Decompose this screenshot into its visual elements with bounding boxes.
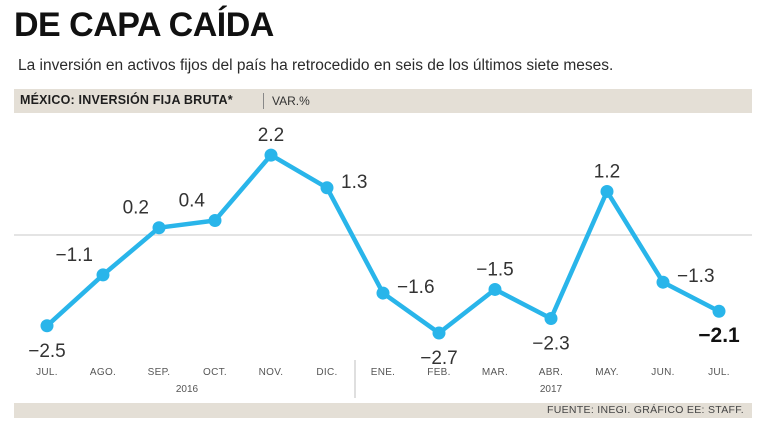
data-point: [600, 184, 614, 198]
source-note: FUENTE: INEGI. GRÁFICO EE: STAFF.: [547, 404, 744, 416]
data-point: [320, 181, 334, 195]
data-point: [264, 148, 278, 162]
data-point: [152, 221, 166, 235]
value-label: −1.1: [55, 245, 93, 266]
year-label: 2017: [540, 384, 563, 395]
x-tick-label: OCT.: [203, 367, 227, 378]
value-label: −2.5: [28, 341, 66, 362]
x-tick-label: JUN.: [651, 367, 674, 378]
x-tick-label: FEB.: [427, 367, 450, 378]
x-tick-label: MAR.: [482, 367, 508, 378]
data-point: [544, 311, 558, 325]
value-label: 1.2: [594, 161, 620, 182]
x-tick-label: DIC.: [316, 367, 337, 378]
value-label-last: −2.1: [698, 324, 740, 347]
data-point: [376, 286, 390, 300]
value-label: 1.3: [341, 172, 367, 193]
x-tick-label: JUL.: [36, 367, 58, 378]
value-label: 0.4: [179, 190, 206, 211]
data-point: [96, 268, 110, 282]
series-label: MÉXICO: INVERSIÓN FIJA BRUTA*: [20, 93, 233, 107]
x-tick-label: ENE.: [371, 367, 396, 378]
data-point: [40, 319, 54, 333]
value-label: −1.6: [397, 277, 435, 298]
series-label-bar: MÉXICO: INVERSIÓN FIJA BRUTA* VAR.%: [14, 89, 752, 113]
chart-headline: DE CAPA CAÍDA: [14, 6, 274, 44]
x-tick-label: NOV.: [259, 367, 284, 378]
value-label: −1.5: [476, 259, 514, 280]
value-label: −1.3: [677, 266, 715, 287]
value-label: −2.3: [532, 333, 570, 354]
source-footer-bar: FUENTE: INEGI. GRÁFICO EE: STAFF.: [14, 403, 752, 418]
data-point: [488, 282, 502, 296]
unit-label: VAR.%: [272, 94, 310, 108]
data-point: [712, 304, 726, 318]
year-label: 2016: [176, 384, 199, 395]
x-tick-label: SEP.: [148, 367, 171, 378]
x-tick-label: MAY.: [595, 367, 619, 378]
data-point: [432, 326, 446, 340]
x-tick-label: ABR.: [539, 367, 564, 378]
chart-subtitle: La inversión en activos fijos del país h…: [18, 57, 614, 74]
data-point: [208, 213, 222, 227]
value-label: 0.2: [123, 198, 149, 219]
data-point: [656, 275, 670, 289]
label-divider: [263, 93, 264, 109]
value-label: 2.2: [258, 125, 284, 146]
value-label: −2.7: [420, 348, 458, 369]
x-tick-label: JUL.: [708, 367, 730, 378]
x-tick-label: AGO.: [90, 367, 116, 378]
